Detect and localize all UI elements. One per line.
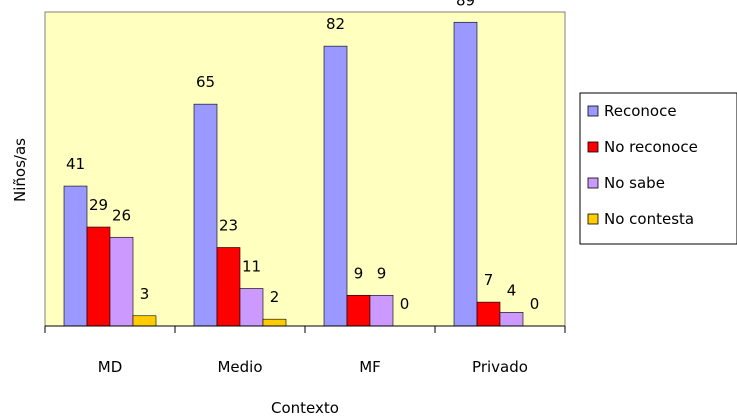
x-axis-title: Contexto xyxy=(271,399,339,417)
legend: Reconoce No reconoce No sabe No contesta xyxy=(579,92,737,245)
bar-no-reconoce-privado xyxy=(476,301,501,327)
legend-label: Reconoce xyxy=(604,102,677,120)
x-tick-label: MF xyxy=(359,358,381,376)
bar-no-contesta-medio xyxy=(262,318,287,327)
value-label: 7 xyxy=(484,271,494,289)
legend-box xyxy=(579,92,737,245)
value-label: 26 xyxy=(112,206,131,224)
value-label: 82 xyxy=(326,15,345,33)
bar-no-reconoce-mf xyxy=(346,294,371,327)
y-axis-title: Niños/as xyxy=(11,138,29,202)
value-label: 41 xyxy=(66,155,85,173)
value-label: 9 xyxy=(377,264,387,282)
bar-reconoce-privado xyxy=(453,21,478,327)
x-tick-label: Medio xyxy=(217,358,262,376)
legend-swatch xyxy=(587,213,599,225)
legend-label: No reconoce xyxy=(604,138,698,156)
bar-reconoce-mf xyxy=(323,45,348,327)
legend-items: Reconoce No reconoce No sabe No contesta xyxy=(587,102,698,228)
value-label: 11 xyxy=(242,257,261,275)
value-label: 0 xyxy=(530,295,540,313)
bar-no-reconoce-medio xyxy=(216,247,241,327)
bar-no-sabe-medio xyxy=(239,288,264,327)
legend-swatch xyxy=(587,105,599,117)
legend-label: No sabe xyxy=(604,174,665,192)
value-label: 29 xyxy=(89,196,108,214)
bars-group xyxy=(63,21,524,327)
value-label: 3 xyxy=(140,285,150,303)
bar-reconoce-md xyxy=(63,185,88,327)
value-label: 89 xyxy=(456,0,475,9)
value-label: 9 xyxy=(354,264,364,282)
value-label: 65 xyxy=(196,73,215,91)
bar-no-reconoce-md xyxy=(86,226,111,327)
legend-label: No contesta xyxy=(604,210,694,228)
x-axis-ticks xyxy=(44,326,566,333)
x-tick-label: Privado xyxy=(472,358,528,376)
bar-no-contesta-md xyxy=(132,315,157,327)
bar-no-sabe-mf xyxy=(369,294,394,327)
value-label: 2 xyxy=(270,288,280,306)
legend-swatch xyxy=(587,177,599,189)
legend-swatch xyxy=(587,141,599,153)
x-tick-label: MD xyxy=(98,358,123,376)
value-label: 23 xyxy=(219,217,238,235)
bar-reconoce-medio xyxy=(193,103,218,327)
bar-no-sabe-privado xyxy=(499,312,524,327)
value-label: 4 xyxy=(507,281,517,299)
value-label: 0 xyxy=(400,295,410,313)
value-labels-group: 41 65 82 89 29 23 9 7 26 11 9 4 3 2 0 0 xyxy=(66,0,539,313)
bar-no-sabe-md xyxy=(109,236,134,327)
x-tick-labels: MD Medio MF Privado xyxy=(98,358,528,376)
